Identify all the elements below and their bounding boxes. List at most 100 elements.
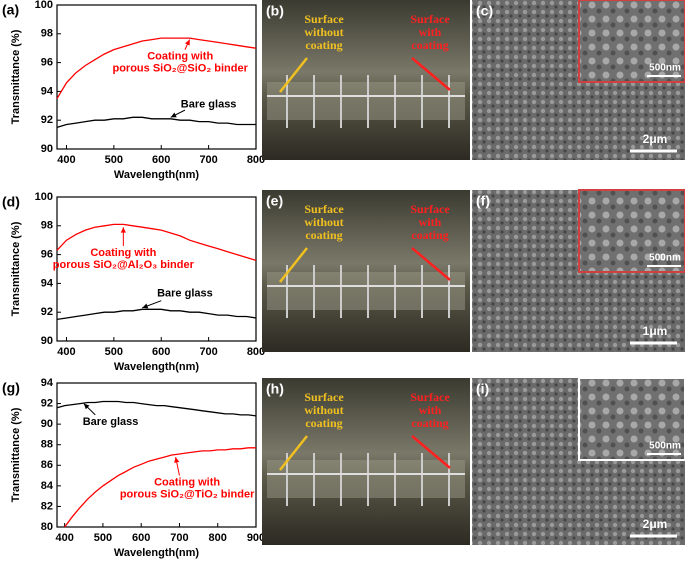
y-tick-label: 94: [41, 277, 54, 289]
photo-note: with: [419, 215, 442, 229]
photo-note: Surface: [304, 12, 344, 26]
photo-note: Surface: [410, 202, 450, 216]
x-tick-label: 400: [57, 346, 75, 358]
x-tick-label: 600: [132, 532, 150, 544]
panel-label: (i): [476, 381, 489, 397]
photo: [262, 190, 470, 352]
arrow-head: [83, 403, 90, 410]
photo-note: with: [419, 25, 442, 39]
arrow-head: [170, 112, 177, 118]
y-tick-label: 92: [41, 114, 53, 126]
panel-label: (f): [476, 193, 490, 209]
photo-note: coating: [411, 38, 448, 52]
series-line: [56, 116, 256, 129]
x-tick-label: 400: [57, 154, 75, 166]
photo-note: coating: [411, 228, 448, 242]
x-tick-label: 700: [199, 346, 217, 358]
photo-note: Surface: [410, 12, 450, 26]
panel-label: (d): [2, 194, 20, 210]
panel-label: (h): [266, 381, 284, 397]
series-label: Coating with: [154, 477, 220, 489]
photo-arrow: [411, 247, 451, 281]
photo-arrow: [411, 435, 451, 469]
glass-slide: [267, 82, 465, 120]
photo-note: Surface: [304, 202, 344, 216]
y-tick-label: 84: [41, 480, 54, 492]
y-tick-label: 98: [41, 28, 53, 40]
glass-slide: [267, 460, 465, 498]
scale-label: 1μm: [643, 324, 668, 338]
photo-note: Surface: [410, 390, 450, 404]
y-tick-label: 94: [41, 377, 54, 389]
series-label: Bare glass: [181, 98, 237, 110]
y-tick-label: 98: [41, 220, 53, 232]
photo-arrow: [279, 247, 308, 283]
x-tick-label: 800: [247, 346, 265, 358]
y-tick-label: 100: [35, 191, 53, 203]
sem-inset: [578, 0, 685, 83]
scale-label: 2μm: [643, 517, 668, 531]
photo-note: without: [304, 215, 343, 229]
y-axis-label: Transmittance (%): [10, 29, 22, 124]
inset-scale: 500nm: [649, 63, 681, 74]
y-tick-label: 86: [41, 459, 53, 471]
x-tick-label: 800: [209, 532, 227, 544]
x-tick-label: 900: [247, 532, 265, 544]
y-axis-label: Transmittance (%): [10, 407, 22, 502]
y-tick-label: 94: [41, 85, 54, 97]
y-tick-label: 80: [41, 521, 53, 533]
photo-note: coating: [305, 416, 342, 430]
y-tick-label: 92: [41, 397, 53, 409]
scale-label: 2μm: [643, 132, 668, 146]
series-line: [56, 400, 257, 417]
x-axis-label: Wavelength(nm): [114, 169, 199, 181]
series-line: [56, 223, 257, 262]
series-label: porous SiO₂@TiO₂ binder: [120, 489, 255, 501]
arrow-head: [120, 227, 126, 233]
x-tick-label: 800: [247, 154, 265, 166]
x-tick-label: 500: [105, 346, 123, 358]
x-tick-label: 700: [199, 154, 217, 166]
series-label: Bare glass: [83, 416, 139, 428]
panel-label: (g): [2, 380, 20, 396]
panel-label: (e): [266, 193, 283, 209]
panel-label: (a): [2, 2, 19, 18]
x-tick-label: 500: [105, 154, 123, 166]
x-tick-label: 600: [152, 154, 170, 166]
panel-label: (c): [476, 3, 493, 19]
inset-scale: 500nm: [649, 253, 681, 264]
photo-arrow: [279, 57, 308, 93]
series-line: [56, 37, 257, 99]
y-tick-label: 92: [41, 306, 53, 318]
y-tick-label: 96: [41, 57, 53, 69]
arrow-head: [174, 457, 180, 463]
y-tick-label: 90: [41, 335, 53, 347]
series-line: [64, 447, 256, 528]
x-axis-label: Wavelength(nm): [114, 547, 199, 559]
y-tick-label: 90: [41, 143, 53, 155]
y-tick-label: 88: [41, 439, 53, 451]
photo-note: coating: [411, 416, 448, 430]
x-tick-label: 400: [55, 532, 73, 544]
y-tick-label: 96: [41, 249, 53, 261]
sem-inset: [578, 377, 685, 461]
y-tick-label: 90: [41, 418, 53, 430]
arrow-head: [185, 39, 190, 46]
panel-label: (b): [266, 3, 284, 19]
series-label: Coating with: [147, 51, 213, 63]
photo-note: Surface: [304, 390, 344, 404]
y-tick-label: 82: [41, 500, 53, 512]
photo-arrow: [411, 57, 451, 91]
photo-note: coating: [305, 228, 342, 242]
x-tick-label: 500: [94, 532, 112, 544]
photo: [262, 0, 470, 160]
arrow-head: [142, 303, 149, 309]
series-label: porous SiO₂@SiO₂ binder: [112, 63, 248, 75]
plot-frame: [56, 382, 257, 528]
series-label: porous SiO₂@Al₂O₃ binder: [53, 259, 195, 271]
inset-scale: 500nm: [649, 441, 681, 452]
series-line: [56, 308, 257, 321]
plot-frame: [56, 4, 257, 150]
photo-arrow: [279, 435, 308, 471]
